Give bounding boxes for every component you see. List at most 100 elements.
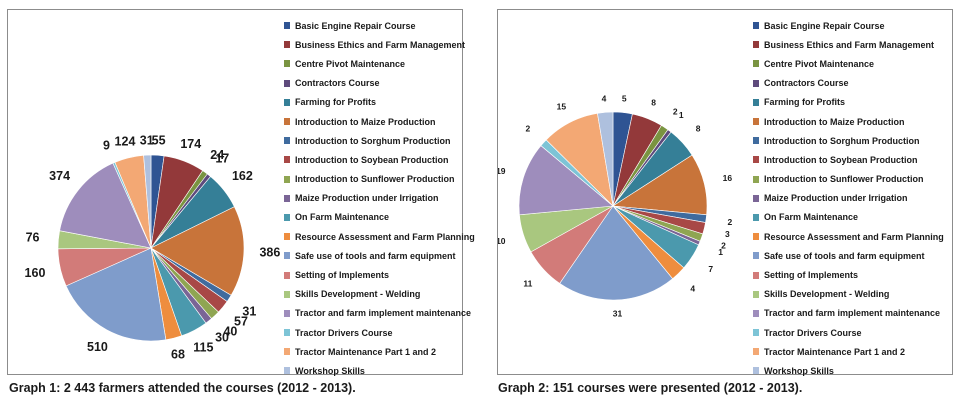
legend-label: Tractor and farm implement maintenance	[295, 308, 472, 319]
legend-label: Introduction to Sunflower Production	[295, 174, 455, 185]
chart-2-label-tractor-maintenance-part-1-and-2: 15	[557, 102, 567, 112]
chart-2-label-farming-for-profits: 8	[696, 123, 701, 133]
legend-label: Tractor Maintenance Part 1 and 2	[764, 346, 906, 357]
chart-2-label-tractor-drivers-course: 2	[526, 123, 531, 133]
legend-label: Workshop Skills	[295, 365, 365, 376]
chart-1-panel: 55 174 24 17 162 386 31 57 40 30 115 68 510 160 76 374 9…	[7, 9, 475, 376]
legend-item-introduction-to-sorghum-production: Introduction to Sorghum Production	[284, 131, 475, 150]
legend-item-business-ethics-and-farm-management: Business Ethics and Farm Management	[753, 35, 944, 54]
legend-item-centre-pivot-maintenance: Centre Pivot Maintenance	[753, 54, 944, 73]
legend-swatch	[284, 41, 290, 49]
chart-1-label-tractor-and-farm-implement-maintenance: 374	[49, 169, 70, 183]
legend-item-introduction-to-sunflower-production: Introduction to Sunflower Production	[284, 170, 475, 189]
chart-2-label-resource-assessment-and-farm-planning: 4	[690, 283, 695, 293]
legend-label: Safe use of tools and farm equipment	[295, 250, 456, 261]
legend-item-tractor-maintenance-part-1-and-2: Tractor Maintenance Part 1 and 2	[284, 342, 475, 361]
chart-1-label-introduction-to-soybean-production: 57	[234, 315, 248, 329]
legend-label: Business Ethics and Farm Management	[295, 39, 466, 50]
legend-label: On Farm Maintenance	[295, 212, 390, 223]
legend-item-tractor-and-farm-implement-maintenance: Tractor and farm implement maintenance	[753, 304, 944, 323]
legend-label: Introduction to Soybean Production	[764, 154, 918, 165]
chart-1-label-safe-use-of-tools-and-farm-equipment: 510	[87, 340, 108, 354]
legend-swatch	[284, 137, 290, 145]
chart-2-label-safe-use-of-tools-and-farm-equipment: 31	[613, 308, 623, 318]
legend-item-farming-for-profits: Farming for Profits	[753, 93, 944, 112]
legend-item-centre-pivot-maintenance: Centre Pivot Maintenance	[284, 54, 475, 73]
legend-swatch	[753, 118, 759, 126]
legend-label: Maize Production under Irrigation	[295, 193, 439, 204]
chart-1-label-basic-engine-repair-course: 55	[152, 133, 166, 147]
chart-2-slice-workshop-skills	[597, 111, 614, 207]
legend-label: Safe use of tools and farm equipment	[764, 250, 925, 261]
legend-swatch	[284, 290, 290, 298]
legend-item-basic-engine-repair-course: Basic Engine Repair Course	[753, 16, 944, 35]
legend-swatch	[753, 233, 759, 241]
chart-1-pie: 55 17424171623863157403011568510160763749…	[25, 133, 281, 362]
legend-label: Maize Production under Irrigation	[764, 193, 908, 204]
legend-item-introduction-to-maize-production: Introduction to Maize Production	[753, 112, 944, 131]
chart-2-label-introduction-to-sorghum-production: 2	[727, 217, 732, 227]
legend-swatch	[284, 213, 290, 221]
chart-2-label-on-farm-maintenance: 7	[708, 264, 713, 274]
legend-item-introduction-to-soybean-production: Introduction to Soybean Production	[284, 150, 475, 169]
legend-item-skills-development-welding: Skills Development - Welding	[284, 285, 475, 304]
chart-1-caption: Graph 1: 2 443 farmers attended the cour…	[9, 381, 356, 395]
legend-item-resource-assessment-and-farm-planning: Resource Assessment and Farm Planning	[284, 227, 475, 246]
legend-item-tractor-maintenance-part-1-and-2: Tractor Maintenance Part 1 and 2	[753, 342, 944, 361]
chart-1-slice-safe-use-of-tools-and-farm-equipment	[65, 247, 167, 342]
legend-swatch	[284, 98, 290, 106]
legend-swatch	[284, 118, 290, 126]
chart-1-label-business-ethics-and-farm-management: 174	[180, 137, 201, 151]
legend-label: Centre Pivot Maintenance	[764, 58, 875, 69]
chart-1-label-resource-assessment-and-farm-planning: 68	[171, 348, 185, 362]
legend-item-tractor-drivers-course: Tractor Drivers Course	[753, 323, 944, 342]
legend-label: Contractors Course	[295, 78, 380, 89]
legend-swatch	[753, 98, 759, 106]
legend-swatch	[284, 175, 290, 183]
chart-2-slice-tractor-and-farm-implement-maintenance	[518, 145, 614, 216]
legend-item-setting-of-implements: Setting of Implements	[753, 265, 944, 284]
legend-label: Tractor Drivers Course	[295, 327, 393, 338]
chart-2-label-skills-development-welding: 10	[498, 236, 506, 246]
legend-item-tractor-and-farm-implement-maintenance: Tractor and farm implement maintenance	[284, 304, 475, 323]
chart-2-label-business-ethics-and-farm-management: 8	[651, 98, 656, 108]
legend-label: Skills Development - Welding	[295, 289, 421, 300]
legend-item-maize-production-under-irrigation: Maize Production under Irrigation	[753, 189, 944, 208]
legend-item-introduction-to-sorghum-production: Introduction to Sorghum Production	[753, 131, 944, 150]
legend-swatch	[284, 60, 290, 68]
legend-label: Setting of Implements	[764, 270, 859, 281]
chart-2-panel: 5 8 2 1 8 16 2 3 2 1 7 4 31 11 10 19 2 15 4 Basic Engine R…	[497, 9, 953, 376]
legend-label: Business Ethics and Farm Management	[764, 39, 935, 50]
chart-2-label-introduction-to-maize-production: 16	[723, 173, 733, 183]
legend-item-safe-use-of-tools-and-farm-equipment: Safe use of tools and farm equipment	[284, 246, 475, 265]
legend-item-basic-engine-repair-course: Basic Engine Repair Course	[284, 16, 475, 35]
legend-swatch	[284, 271, 290, 279]
chart-2-label-introduction-to-soybean-production: 3	[725, 229, 730, 239]
chart-1-label-centre-pivot-maintenance: 24	[210, 148, 224, 162]
legend-swatch	[284, 194, 290, 202]
chart-2-label-basic-engine-repair-course: 5	[622, 93, 627, 103]
legend-item-on-farm-maintenance: On Farm Maintenance	[284, 208, 475, 227]
legend-item-skills-development-welding: Skills Development - Welding	[753, 285, 944, 304]
legend-swatch	[753, 213, 759, 221]
legend-label: Tractor Maintenance Part 1 and 2	[295, 346, 437, 357]
legend-swatch	[284, 329, 290, 337]
legend-item-business-ethics-and-farm-management: Business Ethics and Farm Management	[284, 35, 475, 54]
legend-swatch	[284, 367, 290, 375]
legend-item-introduction-to-sunflower-production: Introduction to Sunflower Production	[753, 170, 944, 189]
chart-1-label-on-farm-maintenance: 115	[193, 341, 213, 355]
legend-label: Resource Assessment and Farm Planning	[295, 231, 475, 242]
chart-2-legend: Basic Engine Repair Course Business Ethic…	[753, 16, 944, 381]
legend-item-introduction-to-soybean-production: Introduction to Soybean Production	[753, 150, 944, 169]
legend-label: Basic Engine Repair Course	[295, 20, 416, 31]
legend-swatch	[284, 156, 290, 164]
chart-1-label-introduction-to-sunflower-production: 40	[223, 325, 237, 339]
legend-swatch	[753, 156, 759, 164]
chart-2-label-centre-pivot-maintenance: 2	[673, 107, 678, 117]
legend-label: Contractors Course	[764, 78, 849, 89]
chart-1-label-workshop-skills: 31	[140, 134, 154, 148]
legend-swatch	[753, 309, 759, 317]
legend-label: Introduction to Maize Production	[295, 116, 436, 127]
legend-label: Skills Development - Welding	[764, 289, 890, 300]
